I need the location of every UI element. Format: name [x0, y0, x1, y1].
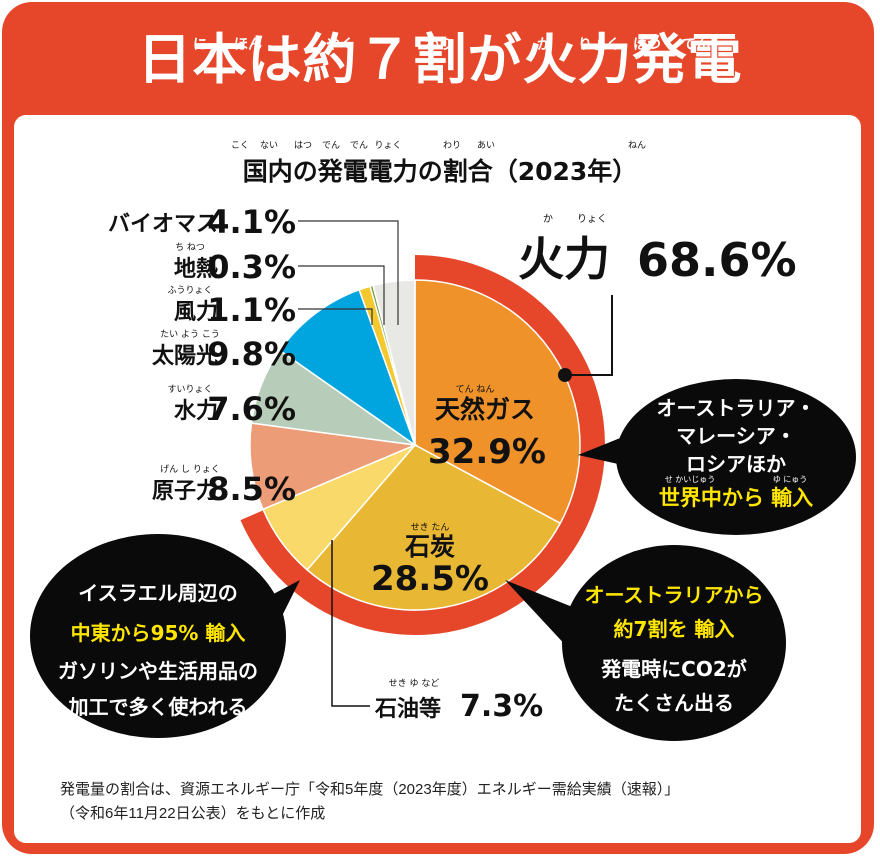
group-value: 68.6% [637, 233, 797, 287]
label-geothermal: 地熱 [174, 256, 218, 282]
leader-oil [331, 540, 370, 707]
value-biomass: 4.1% [207, 203, 296, 241]
ruby-geothermal: ち ねつ [175, 242, 205, 253]
footnote: 発電量の割合は、資源エネルギー庁「令和5年度（2023年度）エネルギー需給実績（… [60, 778, 679, 826]
callout-lng-ruby: ゆ にゅう [773, 475, 808, 484]
group-ruby: か [543, 213, 553, 225]
group-ruby: りょく [577, 213, 607, 225]
value-coal: 28.5% [371, 559, 489, 599]
value-solar: 9.8% [207, 335, 296, 373]
value-lng: 32.9% [428, 432, 546, 472]
callout-lng-highlight: 世界中から 輸入 [659, 486, 813, 510]
footnote-line-2: （令和6年11月22日公表）をもとに作成 [60, 805, 326, 822]
chart-title-ruby: はつ [294, 140, 312, 151]
callout-coal-highlight: オーストラリアから [585, 583, 764, 607]
callout-coal-highlight: 約7割を 輸入 [614, 617, 735, 641]
group-leader-dot [558, 368, 572, 382]
title-ruby-6: りょく [578, 37, 620, 53]
label-oil: 石油等 [374, 696, 441, 722]
label-lng: 天然ガス [435, 395, 535, 424]
ruby-nuclear: げん し りょく [160, 464, 220, 475]
callout-oil-line: ガソリンや生活用品の [58, 659, 258, 683]
ruby-wind: ふうりょく [167, 285, 212, 296]
callout-coal-tail [505, 580, 580, 650]
value-nuclear: 8.5% [207, 470, 296, 508]
callout-coal [562, 545, 786, 741]
leader-wind [298, 308, 373, 325]
callout-lng-line: ロシアほか [686, 452, 786, 476]
footnote-line-1: 発電量の割合は、資源エネルギー庁「令和5年度（2023年度）エネルギー需給実績（… [60, 781, 680, 798]
pie-slice-coal [306, 444, 562, 611]
callout-lng-ruby: せ かいじゅう [665, 475, 716, 484]
value-hydro: 7.6% [207, 390, 296, 428]
leader-biomass [298, 220, 399, 325]
value-wind: 1.1% [207, 291, 296, 329]
callout-oil [30, 534, 286, 738]
chart-title-ruby: ない [260, 140, 278, 151]
ruby-oil: せき ゆ など [389, 678, 440, 689]
ruby-solar: たい よう こう [160, 329, 220, 340]
label-hydro: 水力 [174, 399, 218, 424]
title-ruby-3: やく [326, 37, 354, 53]
chart-title-ruby: でん [350, 140, 368, 151]
title-ruby-8: でん [682, 37, 710, 53]
ruby-coal: せき たん [411, 522, 450, 533]
title-ruby-4: わり [425, 37, 453, 53]
callout-lng-line: マレーシア・ [676, 424, 796, 448]
callout-coal-line: 発電時にCO2が [600, 657, 747, 681]
callout-coal-line: たくさん出る [614, 691, 734, 715]
chart-title-ruby: あい [477, 140, 495, 151]
group-label: 火力 [518, 232, 610, 286]
page-title: 日本は約７割が火力発電 [137, 28, 743, 91]
chart-title: 国内の発電電力の割合（2023年） [243, 157, 638, 186]
callout-oil-line: イスラエル周辺の [78, 581, 237, 605]
value-oil: 7.3% [460, 689, 543, 724]
chart-title-ruby: こく [231, 141, 249, 151]
group-leader-line [565, 295, 613, 376]
callout-oil-line: 加工で多く使われる [68, 695, 248, 719]
label-nuclear: 原子力 [152, 479, 218, 504]
pie-slice-solar [278, 288, 417, 447]
ruby-lng: てん ねん [456, 384, 495, 395]
ruby-hydro: すいりょく [167, 384, 212, 395]
title-ruby-5: か [537, 37, 551, 53]
chart-title-ruby: わり [443, 140, 461, 151]
value-geothermal: 0.3% [207, 248, 296, 286]
chart-title-ruby: でん [322, 140, 340, 151]
callout-lng-line: オーストラリア・ [657, 396, 816, 420]
title-area: に ほん やく わり か りょく はつ でん 日本は約７割が火力発電 [0, 6, 880, 90]
pie-slice-lng [414, 279, 581, 525]
title-ruby-7: はつ [633, 37, 661, 53]
label-biomass: バイオマス [108, 212, 218, 237]
leader-geothermal [298, 265, 385, 325]
chart-title-ruby: ねん [628, 140, 646, 151]
title-ruby-1: に [193, 37, 207, 53]
label-coal: 石炭 [404, 532, 455, 561]
title-ruby-2: ほん [234, 37, 262, 53]
label-solar: 太陽光 [152, 344, 218, 369]
callout-oil-highlight: 中東から95% 輸入 [71, 621, 246, 645]
pie-slice-nuclear [249, 422, 418, 511]
label-wind: 風力 [174, 300, 218, 325]
chart-title-ruby: りょく [374, 140, 401, 151]
callout-lng [616, 379, 856, 535]
